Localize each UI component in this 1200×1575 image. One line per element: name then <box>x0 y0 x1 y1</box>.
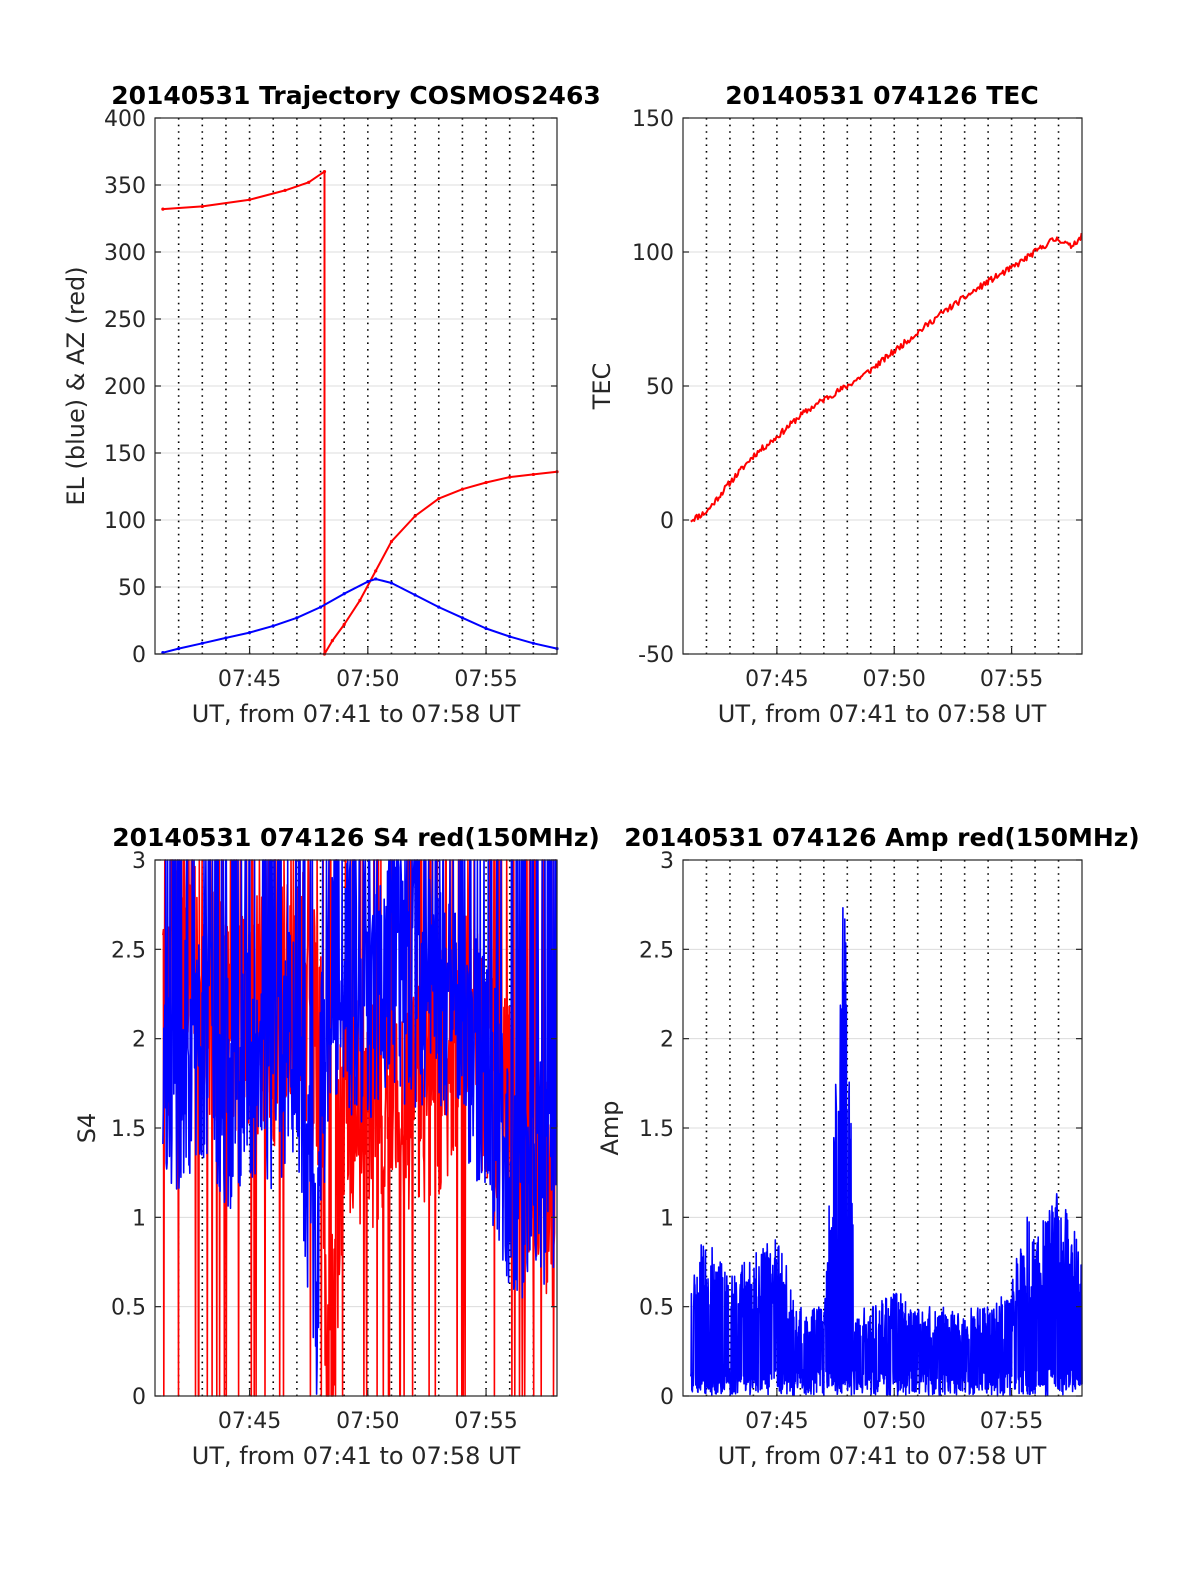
panel-trajectory-point <box>374 569 378 573</box>
panel-trajectory-point <box>531 641 535 645</box>
panel-trajectory-ylabel: EL (blue) & AZ (red) <box>62 266 90 505</box>
panel-trajectory-point <box>437 496 441 501</box>
panel-trajectory-point <box>283 188 287 192</box>
panel-trajectory-ytick-label: 400 <box>104 107 146 132</box>
panel-trajectory-point <box>366 580 370 584</box>
panel-s4-ytick-label: 1 <box>132 1206 146 1231</box>
panel-trajectory-point <box>342 592 346 596</box>
panel-amp-series-0 <box>690 907 1083 1397</box>
panel-trajectory-point <box>374 577 378 581</box>
panel-trajectory-ytick-label: 100 <box>104 509 146 534</box>
panel-trajectory-point <box>389 581 394 585</box>
panel-s4-xtick-label: 07:55 <box>454 1409 517 1434</box>
panel-amp-title: 20140531 074126 Amp red(150MHz) <box>624 823 1140 852</box>
panel-s4-ytick-label: 2 <box>132 1028 146 1053</box>
panel-trajectory-ytick-label: 300 <box>104 241 146 266</box>
panel-amp-xtick-label: 07:55 <box>980 1409 1043 1434</box>
panel-s4-ytick-label: 0.5 <box>111 1296 146 1321</box>
panel-amp-xlabel: UT, from 07:41 to 07:58 UT <box>718 1442 1047 1470</box>
panel-trajectory-point <box>508 475 512 479</box>
panel-amp-ylabel: Amp <box>596 1100 624 1155</box>
panel-tec-ytick-label: -50 <box>638 643 674 668</box>
panel-trajectory-point <box>247 630 252 635</box>
panel-amp-ytick-label: 0 <box>660 1385 674 1410</box>
panel-s4-ytick-label: 2.5 <box>111 938 146 963</box>
panel-trajectory-point <box>484 626 488 631</box>
panel-amp-ytick-label: 2.5 <box>639 938 674 963</box>
panel-trajectory-point <box>508 634 512 639</box>
panel-tec: -50 0 50 100 150 07:45 07:50 07:55 20140531 074… <box>588 81 1083 728</box>
panel-trajectory-point <box>224 636 228 640</box>
panel-trajectory-point <box>322 170 327 174</box>
panel-trajectory-point <box>271 624 275 628</box>
panel-s4-ytick-label: 1.5 <box>111 1117 146 1142</box>
panel-tec-title: 20140531 074126 TEC <box>725 81 1038 110</box>
panel-s4-series-1 <box>162 859 558 1395</box>
panel-trajectory-point <box>389 539 394 544</box>
panel-trajectory-point <box>295 616 299 620</box>
panel-amp-ytick-label: 1 <box>660 1206 674 1231</box>
panel-trajectory-xtick-label: 07:45 <box>218 667 281 692</box>
panel-tec-ylabel: TEC <box>588 363 616 411</box>
panel-trajectory-xtick-label: 07:50 <box>336 667 399 692</box>
panel-trajectory-xlabel: UT, from 07:41 to 07:58 UT <box>192 700 521 728</box>
panel-trajectory-series-0 <box>162 170 558 655</box>
panel-trajectory-ytick-label: 150 <box>104 442 146 467</box>
panel-tec-xlabel: UT, from 07:41 to 07:58 UT <box>718 700 1047 728</box>
panel-amp-ytick-label: 3 <box>660 849 674 874</box>
panel-tec-xtick-label: 07:45 <box>745 667 808 692</box>
panel-trajectory-ytick-label: 0 <box>132 643 146 668</box>
panel-trajectory-point <box>330 639 334 643</box>
panel-trajectory-point <box>318 605 323 609</box>
panel-trajectory-point <box>437 605 441 609</box>
panel-trajectory-ytick-label: 200 <box>104 375 146 400</box>
panel-trajectory-point <box>200 204 204 209</box>
panel-s4-xlabel: UT, from 07:41 to 07:58 UT <box>192 1442 521 1470</box>
panel-trajectory-point <box>460 616 465 620</box>
panel-trajectory-point <box>342 622 346 627</box>
panel-trajectory-point <box>200 641 204 645</box>
panel-trajectory-series-1 <box>162 578 558 654</box>
panel-trajectory-ytick-label: 50 <box>118 576 146 601</box>
panel-amp-ytick-label: 0.5 <box>639 1296 674 1321</box>
panel-trajectory-title: 20140531 Trajectory COSMOS2463 <box>111 81 601 110</box>
panel-tec-ytick-label: 0 <box>660 509 674 534</box>
panel-trajectory-point <box>484 480 488 485</box>
panel-trajectory-point <box>531 472 535 477</box>
panel-amp-ytick-label: 2 <box>660 1028 674 1053</box>
panel-tec-series-0 <box>690 232 1083 523</box>
panel-s4-xtick-label: 07:50 <box>336 1409 399 1434</box>
panel-trajectory-point <box>413 593 417 597</box>
panel-trajectory-ytick-label: 250 <box>104 308 146 333</box>
panel-amp-ytick-label: 1.5 <box>639 1117 674 1142</box>
panel-s4-xtick-label: 07:45 <box>218 1409 281 1434</box>
panel-tec-xtick-label: 07:55 <box>980 667 1043 692</box>
panel-trajectory-point <box>413 514 417 518</box>
panel-tec-ytick-label: 100 <box>632 241 674 266</box>
panel-s4: 0 0.5 1 1.5 2 2.5 3 07:45 07:50 07:55 20140531 07… <box>73 823 600 1470</box>
panel-trajectory-point <box>358 598 362 603</box>
panel-s4-title: 20140531 074126 S4 red(150MHz) <box>112 823 600 852</box>
panel-trajectory-point <box>247 198 252 202</box>
panel-s4-ylabel: S4 <box>73 1113 101 1144</box>
panel-trajectory-point <box>460 487 465 491</box>
panel-amp-xtick-label: 07:45 <box>745 1409 808 1434</box>
panel-tec-xtick-label: 07:50 <box>863 667 926 692</box>
panel-s4-ytick-label: 0 <box>132 1385 146 1410</box>
panel-tec-ytick-label: 50 <box>646 375 674 400</box>
panel-trajectory-xtick-label: 07:55 <box>454 667 517 692</box>
panel-trajectory-ytick-label: 350 <box>104 174 146 199</box>
panel-trajectory-point <box>161 207 165 211</box>
panel-trajectory-point <box>307 180 311 184</box>
panel-trajectory-point <box>177 647 181 651</box>
panel-amp-xtick-label: 07:50 <box>863 1409 926 1434</box>
panel-amp: 0 0.5 1 1.5 2 2.5 3 07:45 07:50 07:55 20140531 07… <box>596 823 1140 1470</box>
panel-s4-ytick-label: 3 <box>132 849 146 874</box>
panel-tec-ytick-label: 150 <box>632 107 674 132</box>
